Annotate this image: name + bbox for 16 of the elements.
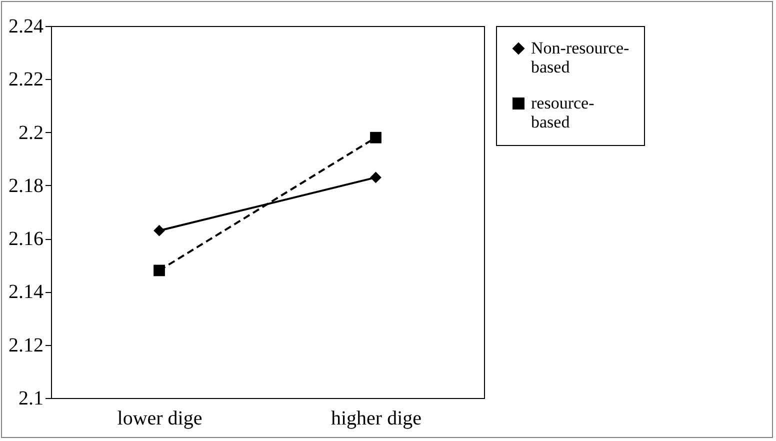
y-tick-label: 2.18 [8,174,44,197]
point [370,132,382,144]
x-tick-label: lower dige [117,408,202,430]
legend-label: Non-resource-based [531,38,630,76]
point [154,224,165,236]
y-tick-label: 2.1 [18,388,44,410]
point [154,264,165,276]
x-tick-label: higher dige [330,408,422,430]
y-tick-label: 2.14 [8,281,44,304]
legend-label: resource-based [531,94,595,132]
y-tick-label: 2.22 [8,68,44,91]
y-tick-label: 2.2 [18,122,44,144]
y-tick-label: 2.12 [8,334,44,356]
y-tick-label: 2.16 [8,228,44,250]
point [370,172,382,184]
y-tick-label: 2.24 [8,16,44,38]
